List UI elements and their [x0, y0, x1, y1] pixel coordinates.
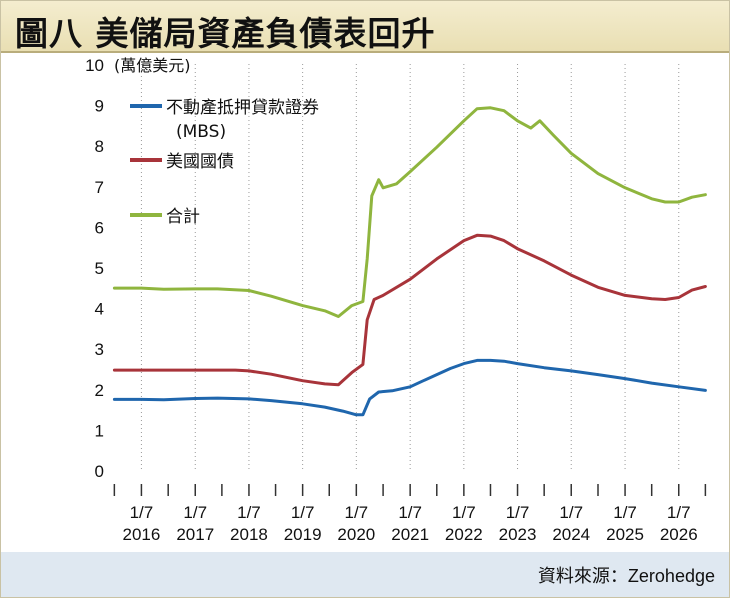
y-axis-label: (萬億美元)	[114, 56, 191, 75]
series-line-1	[112, 358, 707, 417]
y-tick-label: 7	[95, 178, 104, 197]
y-tick-label: 8	[95, 137, 104, 156]
series-line-3	[112, 106, 707, 318]
y-tick-label: 4	[95, 300, 104, 319]
x-tick-label-top: 1/7	[613, 503, 637, 522]
x-tick-label-top: 1/7	[559, 503, 583, 522]
x-tick-label-bottom: 2021	[391, 525, 429, 544]
legend-label: 不動產抵押貸款證券	[166, 98, 319, 118]
y-tick-label: 6	[95, 218, 104, 237]
y-tick-label: 3	[95, 340, 104, 359]
chart-header: 圖八 美儲局資產負債表回升	[1, 1, 729, 53]
line-chart: 1/720161/720171/720181/720191/720201/720…	[85, 56, 707, 544]
legend-label: 美國國債	[166, 152, 234, 172]
x-tick-label-bottom: 2019	[284, 525, 322, 544]
x-tick-label-top: 1/7	[237, 503, 261, 522]
y-tick-label: 1	[95, 421, 104, 440]
source-note: 資料來源：Zerohedge	[537, 566, 715, 586]
x-tick-label-bottom: 2026	[660, 525, 698, 544]
chart-footer: 資料來源：Zerohedge	[1, 552, 729, 597]
x-tick-label-top: 1/7	[667, 503, 691, 522]
x-tick-label-bottom: 2023	[499, 525, 537, 544]
legend-label: 合計	[166, 207, 200, 227]
y-tick-label: 10	[85, 56, 104, 75]
y-tick-label: 2	[95, 381, 104, 400]
x-tick-label-bottom: 2022	[445, 525, 483, 544]
x-tick-label-top: 1/7	[452, 503, 476, 522]
legend-label: (MBS)	[176, 122, 226, 142]
x-tick-label-top: 1/7	[506, 503, 530, 522]
x-tick-label-top: 1/7	[183, 503, 207, 522]
x-tick-label-top: 1/7	[291, 503, 315, 522]
chart-title: 圖八 美儲局資產負債表回升	[15, 14, 436, 53]
series-line-2	[112, 233, 707, 387]
y-tick-label: 0	[95, 462, 104, 481]
x-tick-label-bottom: 2016	[123, 525, 161, 544]
x-tick-label-bottom: 2018	[230, 525, 268, 544]
x-tick-label-top: 1/7	[345, 503, 369, 522]
x-tick-label-bottom: 2024	[552, 525, 590, 544]
x-tick-label-bottom: 2025	[606, 525, 644, 544]
x-tick-label-top: 1/7	[130, 503, 154, 522]
x-tick-label-bottom: 2020	[337, 525, 375, 544]
x-tick-label-bottom: 2017	[176, 525, 214, 544]
x-tick-label-top: 1/7	[398, 503, 422, 522]
y-tick-label: 9	[95, 97, 104, 116]
y-tick-label: 5	[95, 259, 104, 278]
